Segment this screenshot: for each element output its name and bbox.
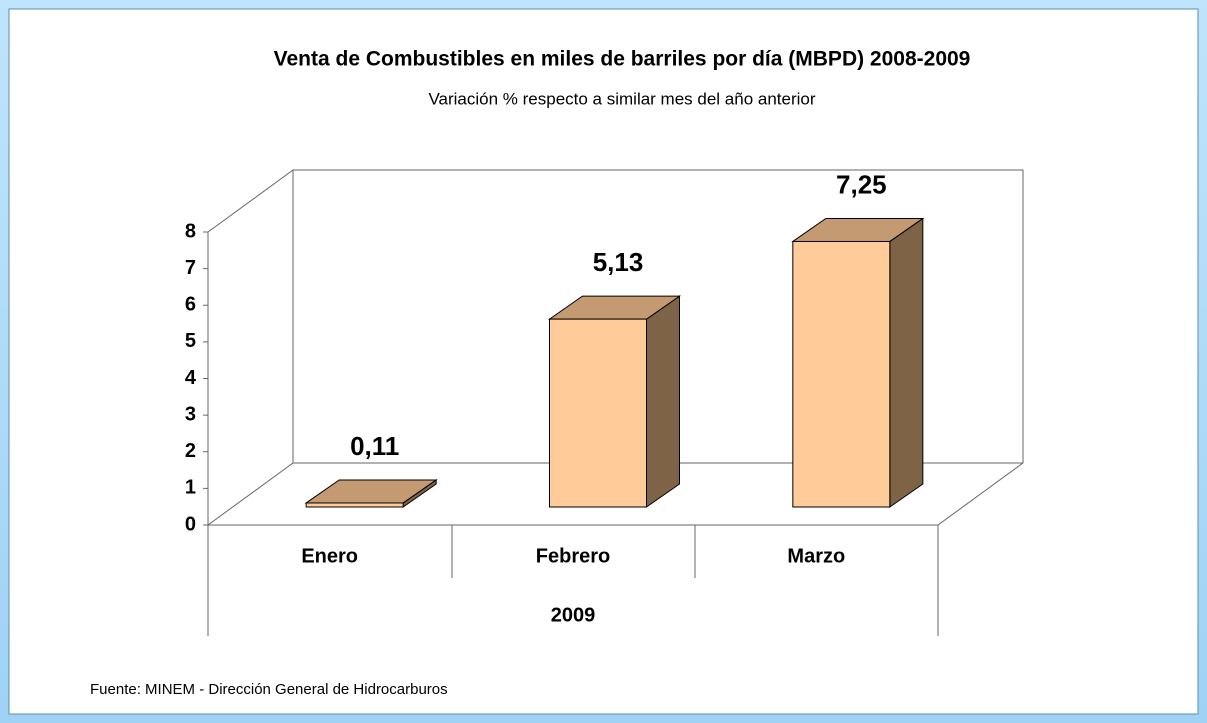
y-tick-label: 8 [185,220,196,242]
x-tick-label: Marzo [787,545,845,567]
y-tick-label: 7 [185,257,196,279]
source-note: Fuente: MINEM - Dirección General de Hid… [90,681,448,698]
chart-subtitle: Variación % respecto a similar mes del a… [428,89,815,108]
wall-lines [206,169,1024,526]
y-tick-label: 6 [185,294,196,316]
x-tick-label: Febrero [536,545,610,567]
group-label: 2009 [551,604,596,626]
value-label: 7,25 [836,169,887,199]
y-tick-label: 4 [185,367,197,389]
bar [305,502,404,508]
y-tick-label: 2 [185,440,196,462]
value-label: 5,13 [593,247,644,277]
y-tick-label: 1 [185,477,196,499]
bar-side [889,217,924,508]
chart-title: Venta de Combustibles en miles de barril… [274,48,971,71]
bar [792,240,891,508]
bar-side [646,295,680,508]
value-label: 0,11 [350,431,399,461]
x-tick-label: Enero [301,545,358,567]
y-tick-label: 3 [185,403,196,425]
walls [206,169,1024,636]
y-tick-label: 0 [185,513,196,535]
bar [549,318,647,508]
y-tick-label: 5 [185,330,196,352]
